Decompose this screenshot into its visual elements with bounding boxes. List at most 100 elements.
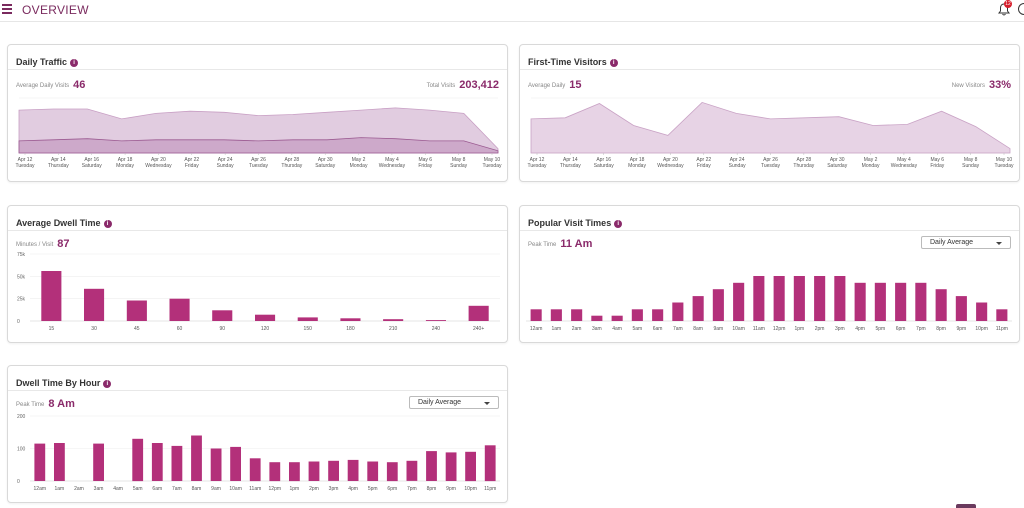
x-tick-label: 60 xyxy=(177,326,183,332)
bar xyxy=(269,462,281,482)
scrollbar-thumb[interactable] xyxy=(956,504,976,508)
x-tick-label: 8pm xyxy=(936,326,946,332)
bar xyxy=(935,289,947,321)
x-tick-sublabel: Monday xyxy=(628,163,646,169)
peak-time: Peak Time 11 Am xyxy=(528,238,592,250)
bar xyxy=(126,300,147,321)
x-tick-label: 11pm xyxy=(996,326,1008,332)
bar xyxy=(468,305,489,321)
x-tick-label: 5pm xyxy=(368,486,378,492)
x-tick-sublabel: Thursday xyxy=(793,163,814,169)
x-tick-label: 5am xyxy=(633,326,643,332)
chevron-down-icon xyxy=(484,402,490,405)
bar xyxy=(367,461,379,481)
bar xyxy=(406,460,418,481)
x-tick-label: 10pm xyxy=(975,326,988,332)
x-tick-label: May 6 xyxy=(418,157,432,163)
bar xyxy=(692,296,704,321)
dropdown-selected: Daily Average xyxy=(930,239,974,246)
bar xyxy=(132,438,144,482)
x-tick-label: Apr 28 xyxy=(796,157,811,163)
bar xyxy=(631,309,643,321)
dwell-hour-period-dropdown[interactable]: Daily Average xyxy=(409,396,499,409)
bar xyxy=(34,443,46,481)
x-tick-sublabel: Tuesday xyxy=(483,163,502,169)
x-tick-label: 8am xyxy=(192,486,202,492)
x-tick-sublabel: Saturday xyxy=(827,163,848,169)
y-tick-label: 50k xyxy=(17,274,26,280)
stat-value: 8 Am xyxy=(48,398,75,410)
user-icon[interactable] xyxy=(1018,3,1024,15)
card-header: Dwell Time By Hour i xyxy=(8,366,507,391)
bar xyxy=(672,302,684,321)
x-tick-sublabel: Friday xyxy=(185,163,199,169)
bar xyxy=(753,276,765,321)
info-icon[interactable]: i xyxy=(103,220,112,228)
x-tick-sublabel: Saturday xyxy=(594,163,615,169)
x-tick-label: 11am xyxy=(753,326,765,332)
bar xyxy=(191,435,202,481)
x-tick-label: May 4 xyxy=(385,157,399,163)
x-tick-sublabel: Monday xyxy=(116,163,134,169)
area-series-0 xyxy=(530,101,1011,154)
x-tick-label: Apr 24 xyxy=(218,157,233,163)
info-icon[interactable]: i xyxy=(614,220,623,228)
x-tick-label: 3am xyxy=(94,486,104,492)
new-visitors: New Visitors 33% xyxy=(952,79,1011,91)
info-icon[interactable]: i xyxy=(103,380,112,388)
card-title: Popular Visit Times xyxy=(528,218,612,228)
notification-badge: 12 xyxy=(1004,0,1012,8)
x-tick-label: 7pm xyxy=(407,486,417,492)
bar xyxy=(874,282,886,321)
bar xyxy=(210,448,222,481)
stat-label: Minutes / Visit xyxy=(16,242,54,248)
info-icon[interactable]: i xyxy=(609,59,618,67)
card-title: Daily Traffic xyxy=(16,57,68,67)
x-tick-label: 240 xyxy=(432,326,441,332)
stat-value: 33% xyxy=(988,79,1011,91)
x-tick-label: Apr 24 xyxy=(730,157,745,163)
x-tick-sublabel: Tuesday xyxy=(249,163,268,169)
x-tick-label: May 2 xyxy=(352,157,366,163)
bar xyxy=(347,459,359,481)
x-tick-sublabel: Friday xyxy=(930,163,944,169)
bar xyxy=(834,276,846,321)
x-tick-label: May 8 xyxy=(452,157,466,163)
dropdown-selected: Daily Average xyxy=(418,399,462,406)
x-tick-label: 6pm xyxy=(896,326,906,332)
bar xyxy=(976,302,988,321)
minutes-per-visit: Minutes / Visit 87 xyxy=(16,238,70,250)
x-tick-label: 1am xyxy=(552,326,562,332)
popular-period-dropdown[interactable]: Daily Average xyxy=(921,236,1011,249)
average-dwell-time-chart: 0 25k 50k 75k 15 30 45 60 90 120 150 180 210 240 240+ xyxy=(17,252,500,332)
daily-traffic-card: Daily Traffic i Average Daily Visits 46 To… xyxy=(7,44,508,182)
x-tick-sublabel: Wednesday xyxy=(379,163,406,169)
bar xyxy=(289,462,300,482)
bar xyxy=(212,310,233,321)
bar xyxy=(386,462,398,482)
x-tick-label: 6pm xyxy=(387,486,397,492)
stat-label: Average Daily Visits xyxy=(16,83,70,89)
x-tick-label: May 6 xyxy=(930,157,944,163)
bar xyxy=(445,452,457,481)
chevron-down-icon xyxy=(996,242,1002,245)
x-tick-label: 6am xyxy=(152,486,162,492)
x-tick-label: 90 xyxy=(219,326,225,332)
hamburger-menu-icon[interactable] xyxy=(2,4,12,15)
info-icon[interactable]: i xyxy=(70,59,79,67)
x-tick-sublabel: Thursday xyxy=(48,163,69,169)
page-title: OVERVIEW xyxy=(22,3,89,17)
bar xyxy=(733,282,745,321)
x-tick-label: 15 xyxy=(49,326,55,332)
x-tick-label: 7am xyxy=(172,486,182,492)
bar xyxy=(895,282,907,321)
peak-time: Peak Time 8 Am xyxy=(16,398,75,410)
x-tick-sublabel: Monday xyxy=(350,163,368,169)
bar xyxy=(230,446,241,481)
x-tick-label: 10am xyxy=(732,326,745,332)
x-tick-label: 6am xyxy=(653,326,663,332)
bar xyxy=(793,276,805,321)
y-tick-label: 0 xyxy=(17,479,20,485)
y-tick-label: 0 xyxy=(17,319,20,325)
